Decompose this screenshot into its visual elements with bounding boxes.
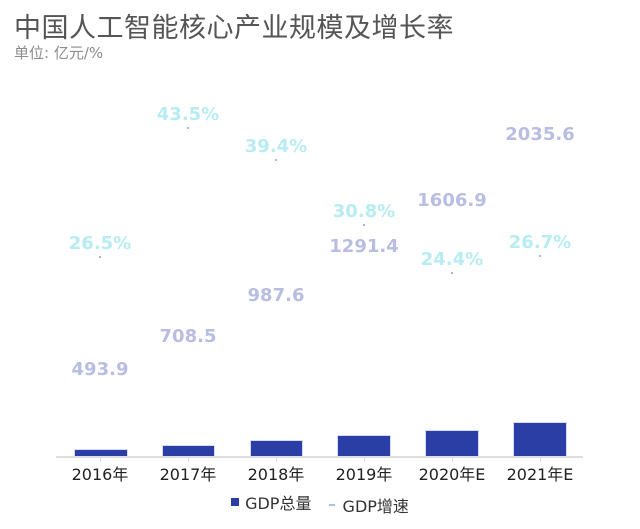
x-axis-tick	[540, 457, 541, 462]
legend-label: GDP总量	[245, 494, 312, 513]
legend-item-gdp-growth[interactable]: GDP增速	[328, 493, 409, 517]
growth-value-label: 43.5%	[156, 104, 220, 125]
growth-point[interactable]	[363, 224, 365, 226]
bar-value-label: 987.6	[247, 285, 305, 306]
chart-title: 中国人工智能核心产业规模及增长率	[14, 13, 454, 44]
x-axis-tick	[100, 457, 101, 462]
chart-subtitle: 单位: 亿元/%	[14, 44, 104, 62]
x-tick-label: 2019年	[335, 465, 393, 484]
growth-point[interactable]	[275, 159, 277, 161]
growth-point[interactable]	[99, 256, 101, 258]
x-axis-tick	[364, 457, 365, 462]
growth-value-label: 30.8%	[332, 201, 396, 222]
bar-2020e[interactable]	[425, 430, 479, 457]
x-tick-label: 2018年	[247, 465, 305, 484]
line-marker-icon	[328, 504, 335, 506]
legend-label: GDP增速	[342, 497, 409, 516]
chart-legend: GDP总量 GDP增速	[0, 490, 640, 517]
x-tick-label: 2017年	[159, 465, 217, 484]
x-tick-label: 2021年E	[506, 465, 574, 484]
growth-point[interactable]	[451, 272, 453, 274]
legend-item-gdp-total[interactable]: GDP总量	[231, 490, 311, 514]
growth-value-label: 26.5%	[68, 233, 132, 254]
square-marker-icon	[231, 498, 240, 506]
x-tick-label: 2020年E	[418, 465, 486, 484]
x-tick-label: 2016年	[71, 465, 129, 484]
x-axis-tick	[276, 457, 277, 462]
bar-2021e[interactable]	[513, 422, 567, 457]
bar-2019[interactable]	[337, 435, 391, 457]
x-axis-line	[56, 456, 583, 458]
growth-value-label: 24.4%	[420, 249, 484, 270]
growth-point[interactable]	[539, 255, 541, 257]
growth-value-label: 39.4%	[244, 136, 308, 157]
bar-2018[interactable]	[250, 440, 303, 457]
x-axis-tick	[188, 457, 189, 462]
bar-value-label: 708.5	[159, 326, 217, 347]
growth-point[interactable]	[187, 127, 189, 129]
bar-value-label: 2035.6	[505, 124, 575, 145]
bar-value-label: 1606.9	[417, 190, 487, 211]
growth-value-label: 26.7%	[508, 232, 572, 253]
x-axis-tick	[452, 457, 453, 462]
bar-value-label: 1291.4	[329, 236, 399, 257]
bar-value-label: 493.9	[71, 359, 129, 380]
